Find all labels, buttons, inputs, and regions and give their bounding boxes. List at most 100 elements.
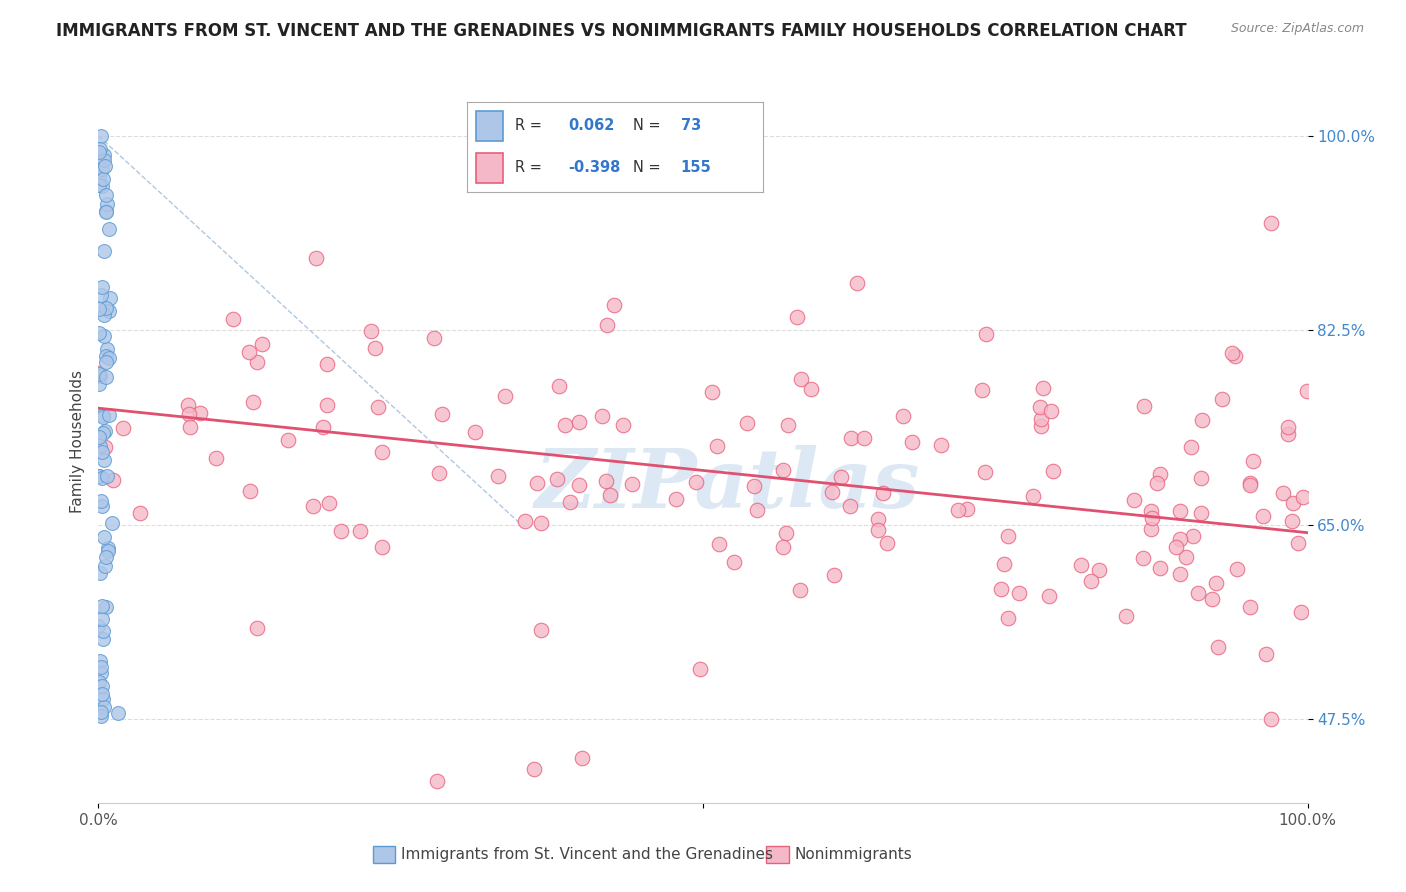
Point [87,674,110,689]
Point [90,666,112,681]
Point [205,450,228,465]
Point [1223,349,1246,363]
Point [91,280,114,294]
Point [93,244,115,259]
Text: Source: ZipAtlas.com: Source: ZipAtlas.com [1230,22,1364,36]
Point [94,370,117,384]
Point [179,419,201,434]
Point [1205,576,1227,591]
Point [1272,486,1295,500]
Point [96,342,118,356]
Point [1189,507,1212,521]
Point [96,301,118,316]
Point [1032,381,1054,395]
Point [742,479,765,493]
Point [591,409,613,423]
Point [1191,413,1213,427]
Point [1042,464,1064,478]
Point [93,440,115,454]
Point [93,530,115,544]
Point [1286,536,1309,550]
Point [96,550,118,565]
Point [1168,504,1191,518]
Point [87,619,110,633]
Point [1289,605,1312,619]
Point [97,409,120,423]
Point [526,476,548,491]
Point [111,421,134,435]
Point [91,499,114,513]
Point [91,445,114,459]
Point [486,469,509,483]
Point [665,491,688,506]
Point [371,445,394,459]
Point [772,540,794,554]
Point [523,763,546,777]
Point [87,302,110,317]
Point [972,383,994,397]
Point [621,477,644,491]
Point [87,429,110,443]
Point [89,178,111,192]
Point [1277,419,1299,434]
Point [90,659,112,673]
Point [853,431,876,445]
Point [97,351,120,366]
Point [1070,558,1092,572]
Point [689,662,711,676]
Point [98,291,121,305]
Point [312,419,335,434]
Point [94,159,117,173]
Point [1029,400,1052,414]
Point [1260,713,1282,727]
Point [706,439,728,453]
Point [91,679,114,693]
Point [90,493,112,508]
Point [1281,514,1303,528]
Point [1211,392,1233,407]
Point [427,466,450,480]
Point [866,524,889,538]
Point [430,407,453,421]
Point [93,452,115,467]
Point [464,425,486,440]
Point [568,415,591,429]
Point [318,496,340,510]
Point [89,142,111,156]
Point [91,426,114,441]
Point [221,312,243,326]
Point [1260,216,1282,230]
Point [90,128,112,143]
Point [789,582,811,597]
Point [1008,586,1031,600]
Point [1239,478,1261,492]
Text: IMMIGRANTS FROM ST. VINCENT AND THE GRENADINES VS NONIMMIGRANTS FAMILY HOUSEHOLD: IMMIGRANTS FROM ST. VINCENT AND THE GREN… [56,22,1187,40]
Point [87,377,110,392]
Point [252,336,274,351]
Point [93,424,115,438]
Point [1239,600,1261,615]
Point [603,298,626,312]
Point [97,304,120,318]
Point [974,326,997,341]
Point [1146,475,1168,490]
Point [93,172,115,186]
Point [93,700,115,714]
Point [91,178,114,193]
Point [89,654,111,668]
Point [866,511,889,525]
Point [821,485,844,500]
Point [101,473,124,487]
Point [1088,563,1111,577]
Point [89,439,111,453]
Point [1282,496,1305,510]
Point [188,406,211,420]
Point [316,357,339,371]
Point [277,433,299,447]
Point [1029,412,1052,426]
Point [1181,529,1204,543]
Point [1022,489,1045,503]
Point [845,276,868,290]
Point [96,469,118,483]
Point [494,389,516,403]
